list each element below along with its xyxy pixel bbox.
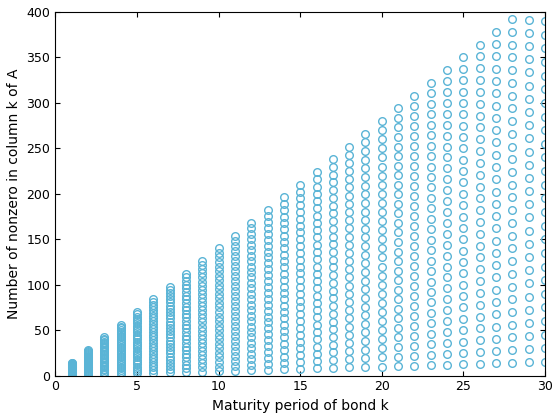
Y-axis label: Number of nonzero in column k of A: Number of nonzero in column k of A — [7, 68, 21, 319]
X-axis label: Maturity period of bond k: Maturity period of bond k — [212, 399, 389, 413]
